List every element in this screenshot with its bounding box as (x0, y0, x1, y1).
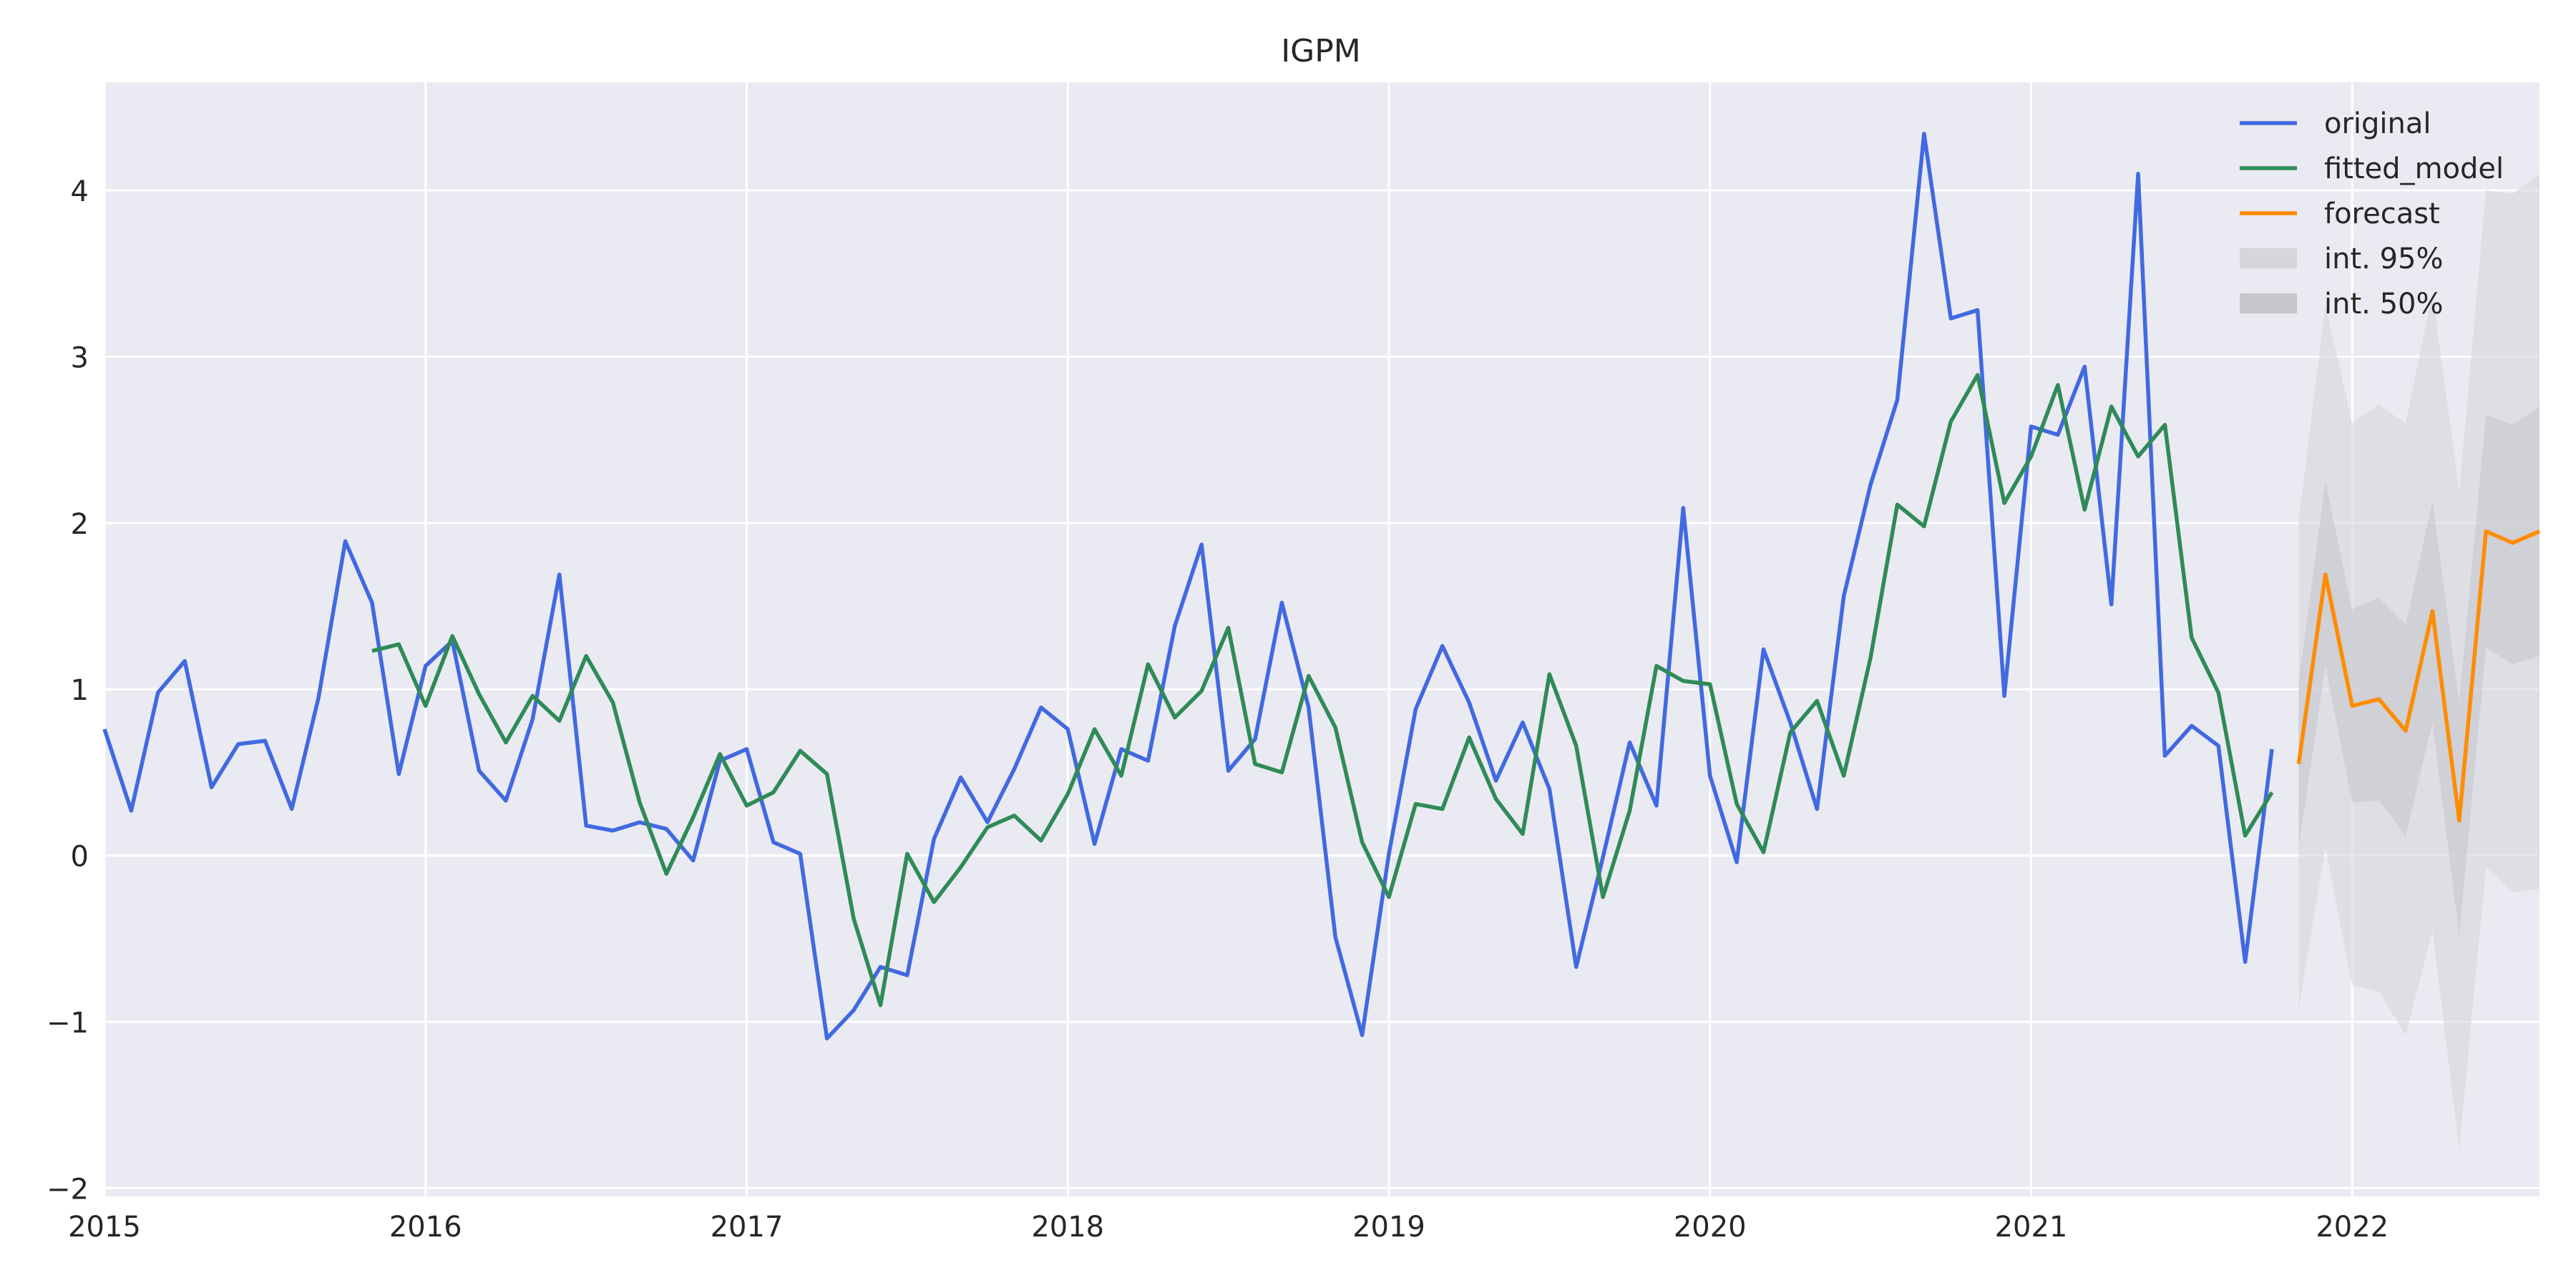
series-line-fitted-model (371, 373, 2274, 1008)
legend-label: forecast (2324, 197, 2440, 230)
x-tick-labels: 2015 2016 2017 2018 2019 2020 2021 2022 (68, 1211, 2389, 1244)
series-lines (102, 132, 2541, 1040)
y-tick-label: 1 (71, 674, 89, 707)
y-tick-label: 4 (71, 175, 89, 208)
y-tick-label: −1 (47, 1007, 89, 1040)
x-tick-label: 2016 (389, 1211, 462, 1244)
legend-swatch (2240, 248, 2297, 268)
legend: original fitted_model forecast int. 95% int.… (2240, 107, 2504, 321)
legend-label: int. 95% (2324, 243, 2443, 275)
x-tick-label: 2017 (711, 1211, 784, 1244)
x-tick-label: 2018 (1031, 1211, 1104, 1244)
y-tick-labels: −2 −1 0 1 2 3 4 (47, 175, 89, 1206)
chart-title: IGPM (1281, 33, 1361, 69)
legend-label: original (2324, 107, 2431, 140)
x-tick-label: 2021 (1995, 1211, 2068, 1244)
series-line-original (102, 132, 2274, 1040)
x-tick-label: 2020 (1674, 1211, 1747, 1244)
y-tick-label: 3 (71, 341, 89, 374)
x-tick-label: 2019 (1352, 1211, 1425, 1244)
legend-label: int. 50% (2324, 288, 2443, 321)
x-tick-label: 2022 (2316, 1211, 2389, 1244)
x-tick-label: 2015 (68, 1211, 141, 1244)
y-tick-label: −2 (47, 1173, 89, 1206)
legend-swatch (2240, 293, 2297, 313)
y-tick-label: 2 (71, 508, 89, 541)
legend-label: fitted_model (2324, 152, 2504, 185)
y-tick-label: 0 (71, 841, 89, 874)
plot-background (104, 82, 2540, 1196)
grid (103, 82, 2540, 1196)
series-line-forecast (2296, 529, 2541, 823)
